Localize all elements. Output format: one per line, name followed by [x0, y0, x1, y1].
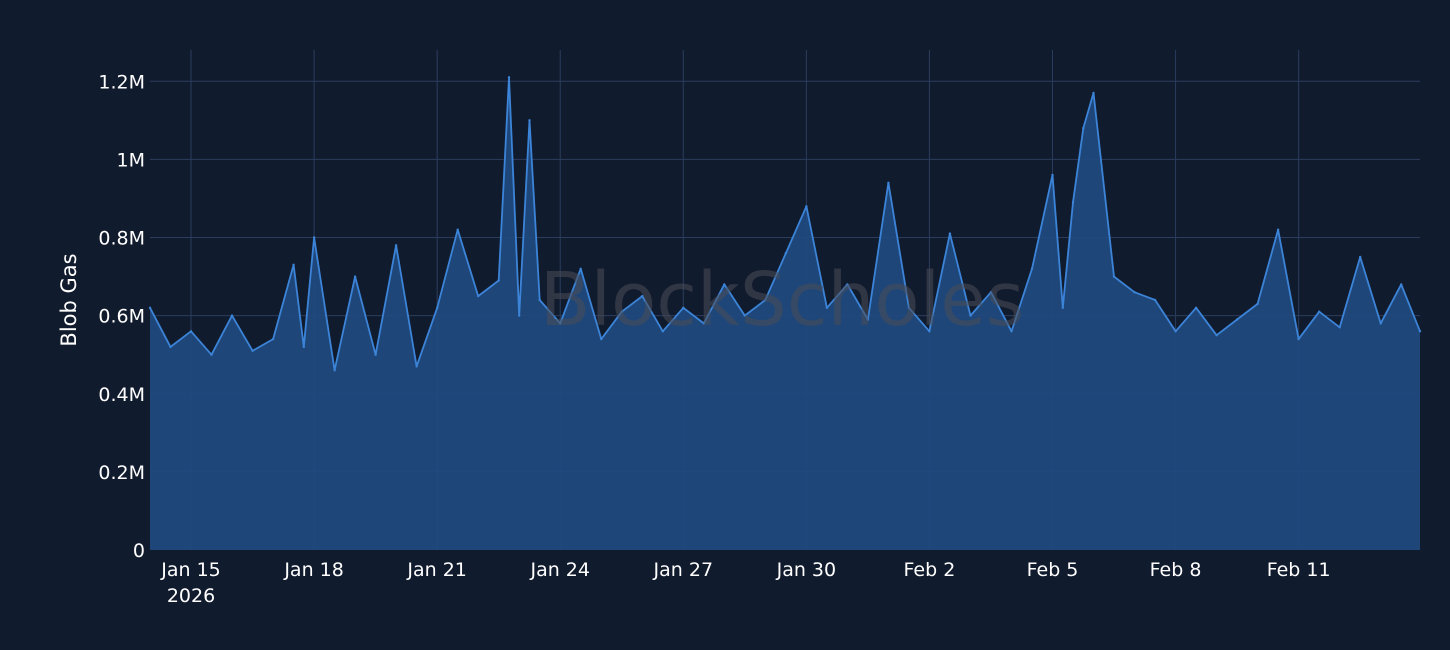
data-point	[497, 279, 500, 282]
data-point	[989, 291, 993, 294]
x-tick-label: Jan 21	[406, 559, 467, 581]
y-tick-label: 1M	[117, 149, 145, 171]
x-tick-label: Jan 24	[529, 559, 590, 581]
data-point	[1418, 330, 1422, 333]
data-point	[292, 263, 295, 266]
data-point	[1174, 330, 1177, 333]
data-point	[271, 337, 275, 341]
data-point	[1061, 306, 1065, 309]
data-point	[415, 365, 418, 368]
series-area	[150, 77, 1420, 551]
data-point	[928, 330, 931, 333]
data-point	[302, 345, 305, 349]
data-point	[559, 322, 562, 325]
data-point	[1256, 302, 1259, 306]
data-point	[682, 306, 685, 309]
x-tick-label: Jan 27	[653, 559, 714, 581]
y-axis-title: Blob Gas	[57, 253, 81, 346]
data-point	[312, 236, 316, 239]
data-point	[641, 294, 644, 298]
data-point	[251, 349, 254, 352]
y-tick-label: 0.4M	[98, 384, 145, 406]
data-point	[394, 244, 398, 247]
data-point	[189, 330, 193, 333]
x-axis: Jan 15 2026 Jan 18 Jan 21 Jan 24 Jan 27 Jan 30…	[160, 559, 1330, 607]
data-point	[210, 353, 213, 356]
data-point	[477, 294, 480, 298]
data-point	[1235, 318, 1239, 321]
x-tick-label: Feb 5	[1027, 559, 1079, 581]
data-point	[1276, 228, 1280, 231]
y-axis: 0 0.2M 0.4M 0.6M 0.8M 1M 1.2M	[98, 71, 145, 562]
data-point	[333, 369, 336, 372]
data-point	[538, 298, 541, 302]
x-tick-label: Feb 2	[904, 559, 956, 581]
data-point	[702, 322, 705, 325]
y-tick-label: 0.8M	[98, 228, 145, 250]
series-line	[149, 76, 1421, 372]
data-point	[1338, 326, 1341, 329]
data-point	[1010, 330, 1013, 333]
data-point	[1153, 298, 1157, 302]
data-point	[969, 314, 972, 317]
data-point	[528, 119, 531, 122]
data-point	[887, 181, 890, 184]
x-tick-sublabel: 2026	[167, 585, 215, 607]
data-point	[948, 232, 952, 235]
data-point	[743, 314, 746, 317]
data-point	[784, 251, 788, 255]
x-tick-label: Jan 18	[283, 559, 344, 581]
data-point	[1112, 275, 1116, 278]
data-point	[907, 306, 911, 309]
x-tick-label: Jan 30	[776, 559, 837, 581]
data-point	[866, 318, 870, 321]
data-point	[518, 314, 521, 317]
plot-area	[148, 76, 1422, 551]
x-tick-label: Jan 15	[160, 559, 221, 581]
data-point	[456, 228, 459, 231]
data-point	[1092, 91, 1095, 95]
data-point	[1215, 334, 1218, 337]
data-point	[1318, 310, 1321, 313]
data-point	[1133, 291, 1136, 294]
data-point	[764, 298, 767, 302]
data-point	[507, 76, 511, 79]
y-tick-label: 1.2M	[98, 71, 145, 93]
data-point	[805, 205, 808, 208]
y-tick-label: 0	[133, 540, 145, 562]
data-point	[1051, 173, 1054, 177]
x-tick-label: Feb 11	[1267, 559, 1331, 581]
watermark: BlockScholes	[540, 257, 1025, 343]
data-point	[1194, 306, 1198, 309]
data-point	[1030, 267, 1034, 270]
data-point	[1359, 255, 1362, 259]
data-point	[374, 353, 377, 356]
data-point	[846, 283, 849, 286]
data-point	[148, 306, 152, 309]
data-point	[825, 306, 829, 309]
data-point	[600, 337, 603, 341]
data-point	[230, 314, 234, 317]
data-point	[620, 310, 623, 313]
data-point	[169, 345, 172, 349]
data-point	[723, 283, 726, 286]
data-point	[1379, 322, 1382, 325]
data-point	[1071, 201, 1075, 204]
x-tick-label: Feb 8	[1150, 559, 1202, 581]
data-point	[579, 267, 582, 270]
data-point	[1400, 283, 1403, 286]
y-tick-label: 0.6M	[98, 306, 145, 328]
y-tick-label: 0.2M	[98, 462, 145, 484]
data-point	[1297, 337, 1300, 341]
data-point	[661, 330, 664, 333]
data-point	[353, 275, 357, 278]
data-point	[436, 306, 439, 309]
data-point	[1082, 126, 1085, 130]
